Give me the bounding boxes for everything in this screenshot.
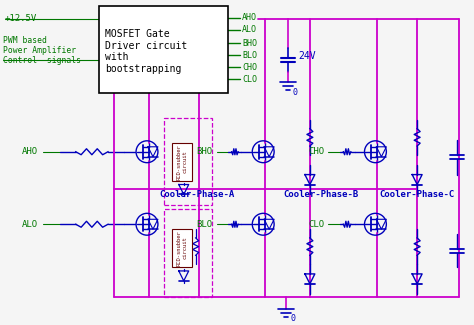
Text: CHO: CHO [308,147,324,156]
Text: CHO: CHO [242,63,257,72]
Text: 24V: 24V [298,51,316,61]
Text: BLO: BLO [242,51,257,60]
Text: 0: 0 [290,314,295,323]
Bar [172,229,191,267]
Text: ALO: ALO [242,25,257,34]
Text: AHO: AHO [242,13,257,22]
Text: BLO: BLO [197,220,213,229]
Text: BHO: BHO [197,147,213,156]
Text: CLO: CLO [242,75,257,84]
Bar [164,118,211,205]
Text: AHO: AHO [22,147,38,156]
Text: CLO: CLO [308,220,324,229]
Bar [172,143,191,181]
Text: +12.5V: +12.5V [5,14,37,23]
Text: BHO: BHO [242,39,257,48]
Text: MOSFET Gate
Driver circuit
with
bootstrapping: MOSFET Gate Driver circuit with bootstra… [105,29,188,74]
Text: Cooler-Phase-B: Cooler-Phase-B [283,190,358,199]
Text: Cooler-Phase-A: Cooler-Phase-A [159,190,234,199]
Text: RCD-snubber
circuit: RCD-snubber circuit [176,230,187,266]
Text: PWM based
Power Amplifier
Control  signals: PWM based Power Amplifier Control signal… [3,35,81,65]
Text: RCD-snubber
circuit: RCD-snubber circuit [176,144,187,179]
Text: 0: 0 [293,88,298,97]
Bar [164,209,211,297]
Text: ALO: ALO [22,220,38,229]
Bar [100,6,228,93]
Text: Cooler-Phase-C: Cooler-Phase-C [379,190,455,199]
